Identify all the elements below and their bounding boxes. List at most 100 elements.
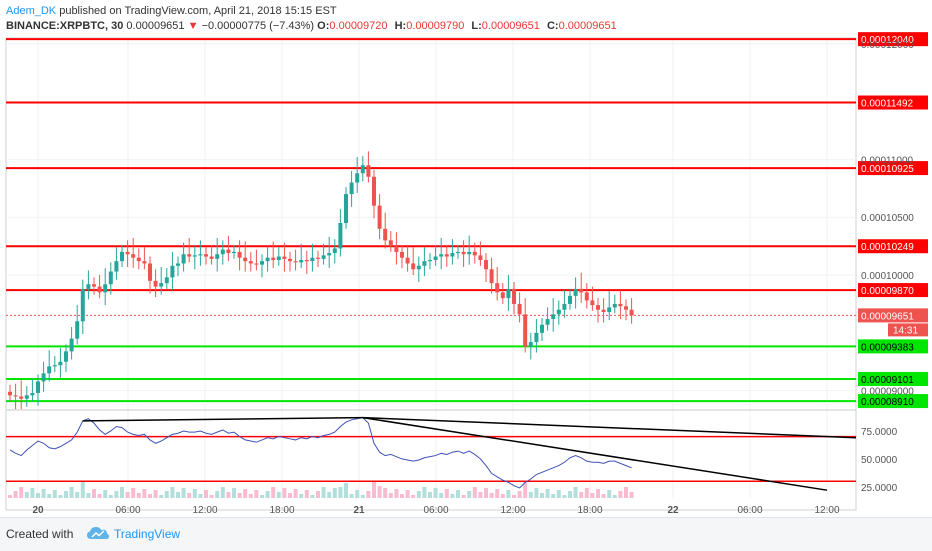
- low-label: L:: [471, 20, 482, 32]
- volume-bar: [69, 487, 74, 498]
- volume-bar: [92, 489, 96, 498]
- volume-bar: [192, 489, 197, 498]
- horizontal-levels[interactable]: 0.00012040 0.00011492 0.00010925 0.00010249…: [6, 32, 928, 409]
- candle-body: [450, 253, 455, 257]
- candle-body: [489, 269, 494, 284]
- volume-bar: [400, 494, 404, 498]
- volume-bar: [232, 488, 236, 498]
- volume-bar: [125, 492, 130, 498]
- candle-body: [500, 292, 505, 299]
- volume-bar: [596, 489, 600, 498]
- volume-bar: [36, 493, 40, 498]
- volume-bar: [181, 488, 186, 498]
- candle-body: [260, 261, 264, 265]
- volume-bar: [495, 489, 500, 498]
- last-price: 0.00009651: [126, 20, 185, 32]
- volume-bar: [456, 490, 460, 498]
- volume-bar: [170, 487, 175, 498]
- price-tick-label: 0.00010000: [861, 271, 914, 282]
- candle-body: [310, 257, 315, 262]
- tradingview-cloud-icon[interactable]: [86, 526, 110, 547]
- trendlines[interactable]: [82, 416, 857, 491]
- candle-body: [41, 373, 46, 382]
- candle-body: [344, 194, 348, 223]
- symbol-name[interactable]: BINANCE:XRPBTC, 30: [6, 20, 124, 32]
- candle-body: [601, 309, 606, 313]
- price-tick-label: 0.00011000: [861, 155, 914, 166]
- tradingview-link[interactable]: TradingView: [114, 527, 181, 541]
- candle-body: [372, 176, 376, 206]
- countdown-tag: [888, 323, 928, 337]
- chart-pane[interactable]: [5, 37, 857, 511]
- candle-body: [103, 284, 108, 293]
- candle-body: [618, 303, 623, 307]
- candle-body: [428, 260, 432, 262]
- candle-body: [248, 261, 253, 264]
- candle-body: [176, 263, 180, 266]
- candle-body: [243, 257, 248, 262]
- volume-bar: [461, 495, 466, 498]
- volume-bar: [159, 495, 164, 498]
- time-tick-label: 12:00: [192, 505, 217, 516]
- volume-bar: [327, 492, 332, 498]
- volume-bar: [282, 488, 287, 498]
- candle-body: [24, 395, 29, 399]
- volume-bar: [472, 487, 477, 498]
- volume-bar: [148, 494, 152, 498]
- price-tick-label: 0.00009000: [861, 387, 914, 398]
- volume-bar: [237, 493, 242, 498]
- author-name[interactable]: Adem_DK: [6, 5, 57, 17]
- candle-body: [159, 283, 164, 287]
- volume-bar: [629, 492, 634, 498]
- candle-body: [388, 240, 393, 247]
- candle-body: [590, 300, 595, 306]
- close-label: C:: [546, 20, 559, 32]
- candle-body: [327, 253, 332, 256]
- candle-body: [444, 254, 449, 257]
- volume-bar: [332, 488, 337, 498]
- candle-body: [108, 271, 113, 285]
- candle-body: [484, 260, 488, 270]
- candle-body: [120, 251, 124, 262]
- support-tag: [858, 339, 928, 354]
- volume-bar: [439, 493, 444, 498]
- volume-bar: [103, 490, 108, 498]
- rsi-tick-label: 50.0000: [861, 455, 898, 466]
- low-value: 0.00009651: [481, 20, 540, 32]
- volume-bar: [52, 490, 57, 498]
- candle-body: [153, 280, 158, 287]
- time-tick-label: 20: [32, 505, 44, 516]
- candle-body: [86, 284, 91, 289]
- candle-body: [411, 263, 416, 270]
- candle-body: [433, 256, 438, 260]
- time-tick-label: 12:00: [500, 505, 525, 516]
- candle-body: [472, 251, 477, 256]
- candle-body: [534, 332, 539, 343]
- volume-bar: [624, 487, 628, 498]
- volume-bar: [523, 481, 528, 498]
- down-arrow-icon: ▼: [187, 20, 199, 32]
- high-label: H:: [394, 20, 407, 32]
- volume-bar: [545, 489, 550, 498]
- last-price-label: 0.00009651: [861, 311, 914, 322]
- volume-bar: [601, 494, 606, 498]
- candle-body: [69, 338, 74, 352]
- candle-body: [187, 254, 192, 257]
- volume-bar: [489, 493, 494, 498]
- volume-bar: [299, 494, 304, 498]
- volume-bar: [176, 492, 180, 498]
- volume-bar: [338, 487, 343, 498]
- volume-bar: [248, 494, 253, 498]
- volume-bar: [30, 488, 35, 498]
- candle-body: [8, 391, 12, 396]
- volume-bar: [120, 487, 124, 498]
- candle-body: [360, 165, 365, 174]
- volume-bar: [153, 490, 158, 498]
- volume-bar: [618, 491, 623, 498]
- candle-body: [237, 251, 242, 258]
- volume-bar: [142, 489, 147, 498]
- volume-bar: [405, 490, 410, 498]
- symbol-line: BINANCE:XRPBTC, 30 0.00009651 ▼ −0.00000…: [6, 19, 926, 34]
- rsi-indicator: 75.0000 50.0000 25.0000: [6, 417, 898, 494]
